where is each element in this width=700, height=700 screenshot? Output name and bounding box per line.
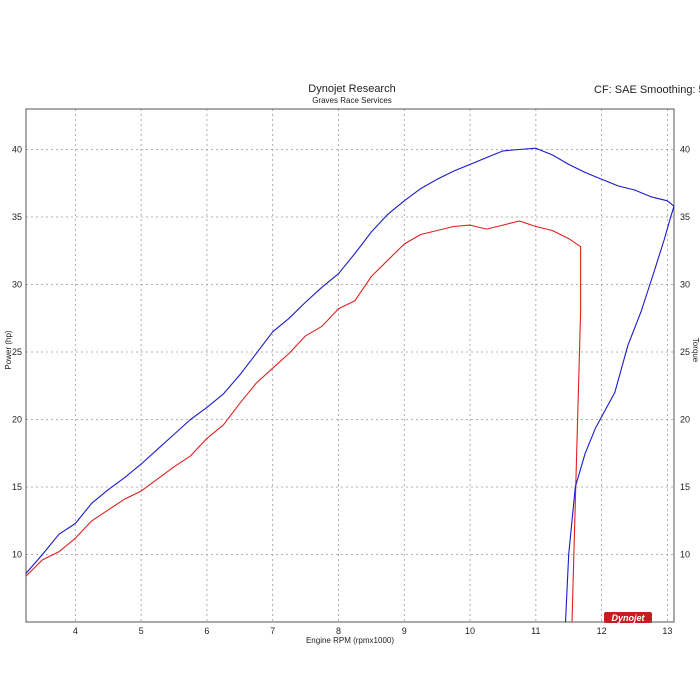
x-tick-label: 10 — [465, 626, 475, 636]
y-tick-label-right: 15 — [680, 482, 690, 492]
y-tick-label-right: 35 — [680, 212, 690, 222]
series-line-0 — [25, 147, 675, 574]
y-tick-label-right: 10 — [680, 550, 690, 560]
y-axis-label-left: Power (hp) — [4, 330, 13, 369]
y-tick-label-left: 40 — [12, 145, 22, 155]
series-line-2 — [564, 206, 675, 623]
x-tick-label: 11 — [531, 626, 540, 636]
dynojet-logo-text: Dynojet — [611, 613, 645, 623]
y-tick-label-right: 20 — [680, 415, 690, 425]
x-tick-label: 8 — [336, 626, 341, 636]
chart-subtitle: Graves Race Services — [312, 96, 392, 105]
y-tick-label-left: 10 — [12, 550, 22, 560]
y-tick-label-left: 30 — [12, 280, 22, 290]
x-tick-label: 13 — [662, 626, 672, 636]
y-tick-label-left: 20 — [12, 415, 22, 425]
x-axis-label: Engine RPM (rpmx1000) — [306, 636, 394, 645]
x-tick-label: 6 — [204, 626, 209, 636]
y-tick-labels-left: 10 15 20 25 30 35 40 — [12, 145, 22, 560]
x-tick-label: 5 — [139, 626, 144, 636]
x-tick-label: 7 — [270, 626, 275, 636]
y-tick-label-right: 40 — [680, 145, 690, 155]
y-tick-label-left: 15 — [12, 482, 22, 492]
x-tick-label: 9 — [402, 626, 407, 636]
y-tick-label-left: 25 — [12, 347, 22, 357]
y-tick-label-right: 30 — [680, 280, 690, 290]
header-right-text: CF: SAE Smoothing: 5 — [594, 84, 700, 96]
y-axis-label-right: Torque — [691, 338, 700, 363]
grid-lines — [26, 109, 674, 622]
plot-frame — [25, 108, 675, 623]
y-tick-label-left: 35 — [12, 212, 22, 222]
y-tick-label-right: 25 — [680, 347, 690, 357]
series-line-1 — [25, 220, 582, 623]
chart-title: Dynojet Research — [308, 83, 395, 95]
x-tick-labels: 4 5 6 7 8 9 10 11 12 13 — [73, 626, 673, 636]
x-tick-label: 4 — [73, 626, 78, 636]
dynojet-logo: Dynojet — [604, 612, 652, 623]
x-tick-label: 12 — [597, 626, 607, 636]
y-tick-labels-right: 10 15 20 25 30 35 40 — [680, 145, 690, 560]
series-lines — [25, 147, 675, 623]
